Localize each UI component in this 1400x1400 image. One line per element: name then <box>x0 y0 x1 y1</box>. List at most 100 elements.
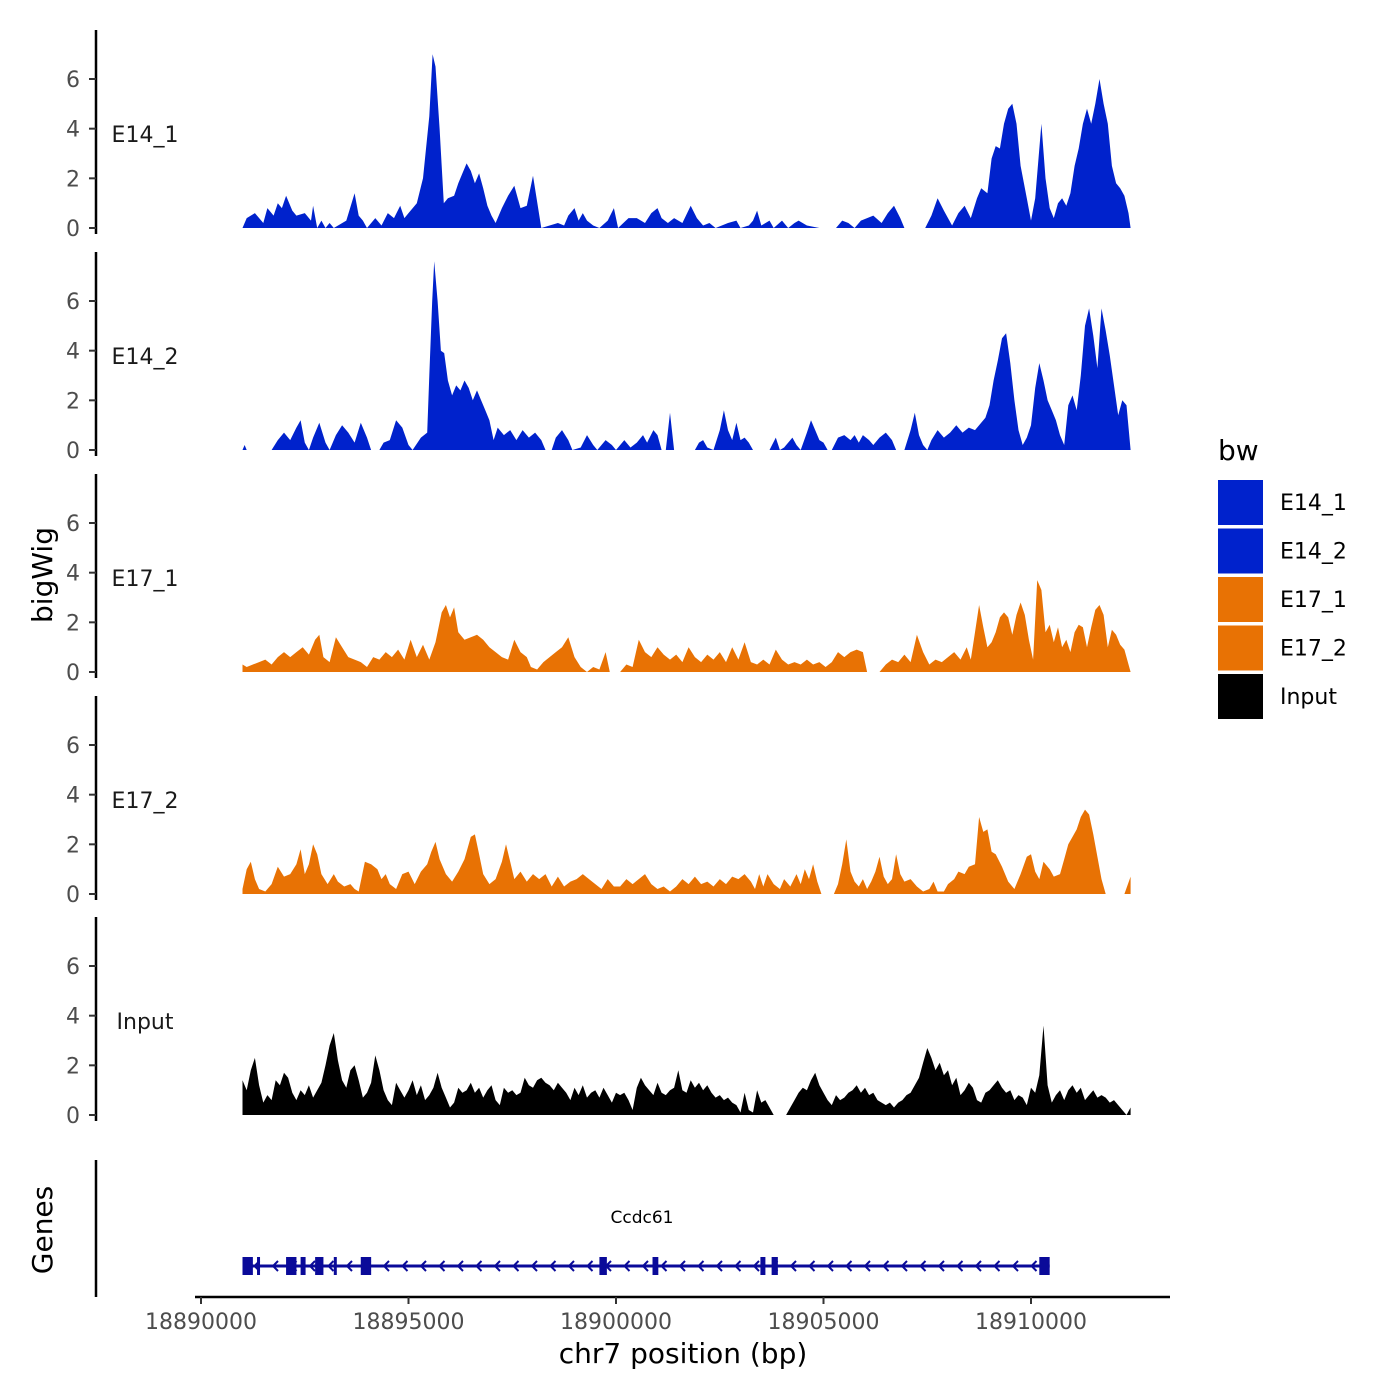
track-label: Input <box>117 1010 174 1035</box>
x-tick-label: 18895000 <box>353 1310 465 1335</box>
strand-arrow <box>1030 1260 1038 1272</box>
strand-arrow <box>882 1260 890 1272</box>
strand-arrow <box>382 1260 390 1272</box>
strand-arrow <box>345 1260 353 1272</box>
legend-title: bw <box>1218 434 1259 467</box>
legend-item-input: Input <box>1218 674 1337 719</box>
strand-arrow <box>826 1260 834 1272</box>
legend-swatch <box>1218 674 1263 719</box>
legend-swatch <box>1218 577 1263 622</box>
strand-arrow <box>475 1260 483 1272</box>
strand-arrow <box>271 1260 279 1272</box>
strand-arrow <box>697 1260 705 1272</box>
track-label: E14_1 <box>112 123 179 148</box>
y-tick-label: 6 <box>66 290 80 315</box>
strand-arrow <box>308 1260 316 1272</box>
x-tick-label: 18905000 <box>768 1310 880 1335</box>
exon <box>286 1257 297 1275</box>
strand-arrow <box>919 1260 927 1272</box>
track-label: E14_2 <box>112 345 179 370</box>
area-input <box>242 1025 1131 1115</box>
strand-arrow <box>641 1260 649 1272</box>
strand-arrow <box>678 1260 686 1272</box>
legend: bw E14_1 E14_2 E17_1 E17_2 Input <box>1218 434 1347 719</box>
gene-label: Ccdc61 <box>611 1208 674 1228</box>
legend-label: E17_2 <box>1280 637 1347 662</box>
strand-arrow <box>863 1260 871 1272</box>
y-axis-title: bigWig <box>26 527 59 623</box>
strand-arrow <box>512 1260 520 1272</box>
gene-panel: Ccdc61 <box>94 1160 1050 1297</box>
strand-arrow <box>937 1260 945 1272</box>
strand-arrow <box>993 1260 1001 1272</box>
strand-arrow <box>623 1260 631 1272</box>
legend-item-e14-1: E14_1 <box>1218 480 1347 525</box>
strand-arrow <box>752 1260 760 1272</box>
y-tick-label: 6 <box>66 512 80 537</box>
x-tick-label: 18910000 <box>975 1310 1087 1335</box>
strand-arrow <box>586 1260 594 1272</box>
legend-item-e17-1: E17_1 <box>1218 577 1347 622</box>
y-tick-label: 4 <box>66 562 80 587</box>
y-tick-label: 2 <box>66 1054 80 1079</box>
strand-arrow <box>438 1260 446 1272</box>
legend-label: E17_1 <box>1280 588 1347 613</box>
exon <box>360 1257 372 1275</box>
y-tick-label: 4 <box>66 1005 80 1030</box>
strand-arrow <box>808 1260 816 1272</box>
y-tick-label: 6 <box>66 68 80 93</box>
y-tick-label: 2 <box>66 389 80 414</box>
area-e17-1 <box>242 580 1131 672</box>
exon <box>315 1257 324 1275</box>
track-e17-2: 0 2 4 6 E17_2 <box>66 696 1131 908</box>
strand-arrow <box>401 1260 409 1272</box>
track-input: 0 2 4 6 Input <box>66 917 1131 1129</box>
legend-swatch <box>1218 528 1263 574</box>
y-tick-label: 2 <box>66 611 80 636</box>
strand-arrow <box>1011 1260 1019 1272</box>
x-axis-title: chr7 position (bp) <box>559 1337 808 1370</box>
legend-swatch <box>1218 625 1263 671</box>
strand-arrow <box>327 1260 335 1272</box>
y-tick-label: 4 <box>66 118 80 143</box>
strand-arrow <box>419 1260 427 1272</box>
strand-arrow <box>456 1260 464 1272</box>
legend-swatch <box>1218 480 1263 525</box>
strand-arrow <box>734 1260 742 1272</box>
tracks: 0 2 4 6 E14_1 0 2 4 6 E14_2 0 2 4 6 E17_1 0 2 4 6 E17_2 0 2 4 6… <box>66 30 1131 1129</box>
legend-label: E14_1 <box>1280 491 1347 516</box>
legend-label: Input <box>1280 685 1337 710</box>
y-tick-label: 0 <box>66 217 80 242</box>
track-e17-1: 0 2 4 6 E17_1 <box>66 474 1131 686</box>
exon <box>333 1257 337 1275</box>
strand-arrow <box>956 1260 964 1272</box>
strand-arrow <box>567 1260 575 1272</box>
y-tick-label: 6 <box>66 955 80 980</box>
track-label: E17_1 <box>112 567 179 592</box>
exon <box>771 1257 778 1275</box>
y-tick-label: 0 <box>66 1104 80 1129</box>
area-e14-1 <box>242 54 1131 229</box>
y-tick-label: 0 <box>66 661 80 686</box>
legend-item-e14-2: E14_2 <box>1218 528 1347 574</box>
exon <box>760 1257 766 1275</box>
strand-arrow <box>789 1260 797 1272</box>
track-label: E17_2 <box>112 789 179 814</box>
track-e14-2: 0 2 4 6 E14_2 <box>66 252 1131 464</box>
exon <box>300 1257 306 1275</box>
strand-arrow <box>845 1260 853 1272</box>
exon <box>1039 1257 1050 1275</box>
y-tick-label: 6 <box>66 734 80 759</box>
strand-arrow <box>660 1260 668 1272</box>
strand-arrow <box>530 1260 538 1272</box>
strand-arrow <box>493 1260 501 1272</box>
y-tick-label: 4 <box>66 340 80 365</box>
exon <box>242 1257 253 1275</box>
area-e17-2 <box>242 809 1131 894</box>
legend-item-e17-2: E17_2 <box>1218 625 1347 671</box>
y-tick-label: 0 <box>66 439 80 464</box>
x-axis: 18890000 18895000 18900000 18905000 18910000 <box>145 1295 1170 1335</box>
strand-arrow <box>974 1260 982 1272</box>
